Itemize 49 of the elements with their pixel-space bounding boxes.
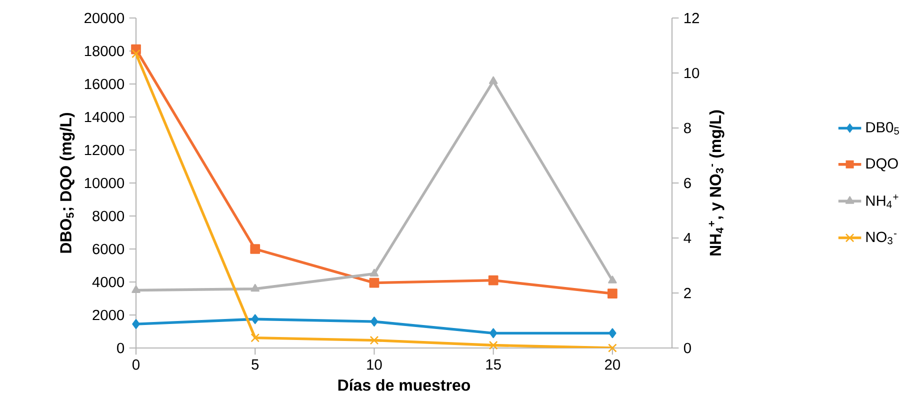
point: [608, 276, 617, 284]
x-tick-label: 5: [252, 359, 259, 370]
y2-tick-label: 6: [684, 178, 691, 188]
x-tick-label: 0: [132, 359, 140, 370]
point: [132, 49, 140, 58]
point: [608, 328, 616, 338]
x-tick-label: 10: [367, 359, 382, 370]
point: [370, 336, 379, 345]
point: [132, 319, 140, 330]
point: [369, 278, 380, 288]
legend-label: NH$_{4}$+: [866, 194, 898, 208]
y-tick-label: 10000: [84, 178, 124, 188]
point: [251, 314, 259, 324]
y-tick-label: 20000: [84, 12, 124, 24]
y-axis-title: DBO$_{5}$; DQO (mg/L): [60, 112, 75, 253]
point: [250, 333, 260, 342]
x-tick-label: 15: [486, 359, 501, 370]
y2-tick-label: 10: [684, 68, 700, 78]
point: [608, 288, 618, 298]
y-tick-label: 12000: [84, 144, 124, 156]
y2-tick-label: 4: [684, 232, 692, 244]
y-tick-label: 4000: [92, 276, 124, 288]
y2-axis-title: NH$_{4}$$^{+}$, y NO$_{3}$$^{-}$ (mg/L): [708, 110, 724, 256]
point: [132, 285, 140, 294]
point: [250, 284, 260, 292]
x-axis-title: Días de muestreo: [338, 378, 470, 391]
point: [488, 340, 498, 350]
y-tick-label: 16000: [84, 78, 124, 90]
point: [488, 275, 498, 286]
y2-tick-label: 12: [684, 12, 699, 24]
legend-label: DQO: [866, 158, 898, 172]
y2-tick-label: 2: [684, 288, 691, 298]
y-tick-label: 8000: [92, 210, 124, 222]
y-tick-label: 18000: [84, 46, 124, 56]
point: [250, 244, 260, 254]
legend-label: DB0$_{5}$: [866, 122, 899, 135]
y2-tick-label: 0: [684, 342, 691, 354]
x-tick-label: 20: [605, 359, 620, 370]
y-tick-label: 14000: [84, 112, 124, 122]
y-tick-label: 6000: [92, 244, 124, 254]
legend-label: NO$_{3}$-: [866, 232, 897, 244]
y-tick-label: 2000: [92, 310, 124, 320]
y-tick-label: 0: [117, 342, 124, 354]
point: [370, 268, 379, 277]
point: [489, 328, 498, 338]
y2-tick-label: 8: [684, 122, 691, 134]
point: [608, 344, 617, 352]
point: [488, 76, 498, 84]
point: [370, 316, 378, 327]
